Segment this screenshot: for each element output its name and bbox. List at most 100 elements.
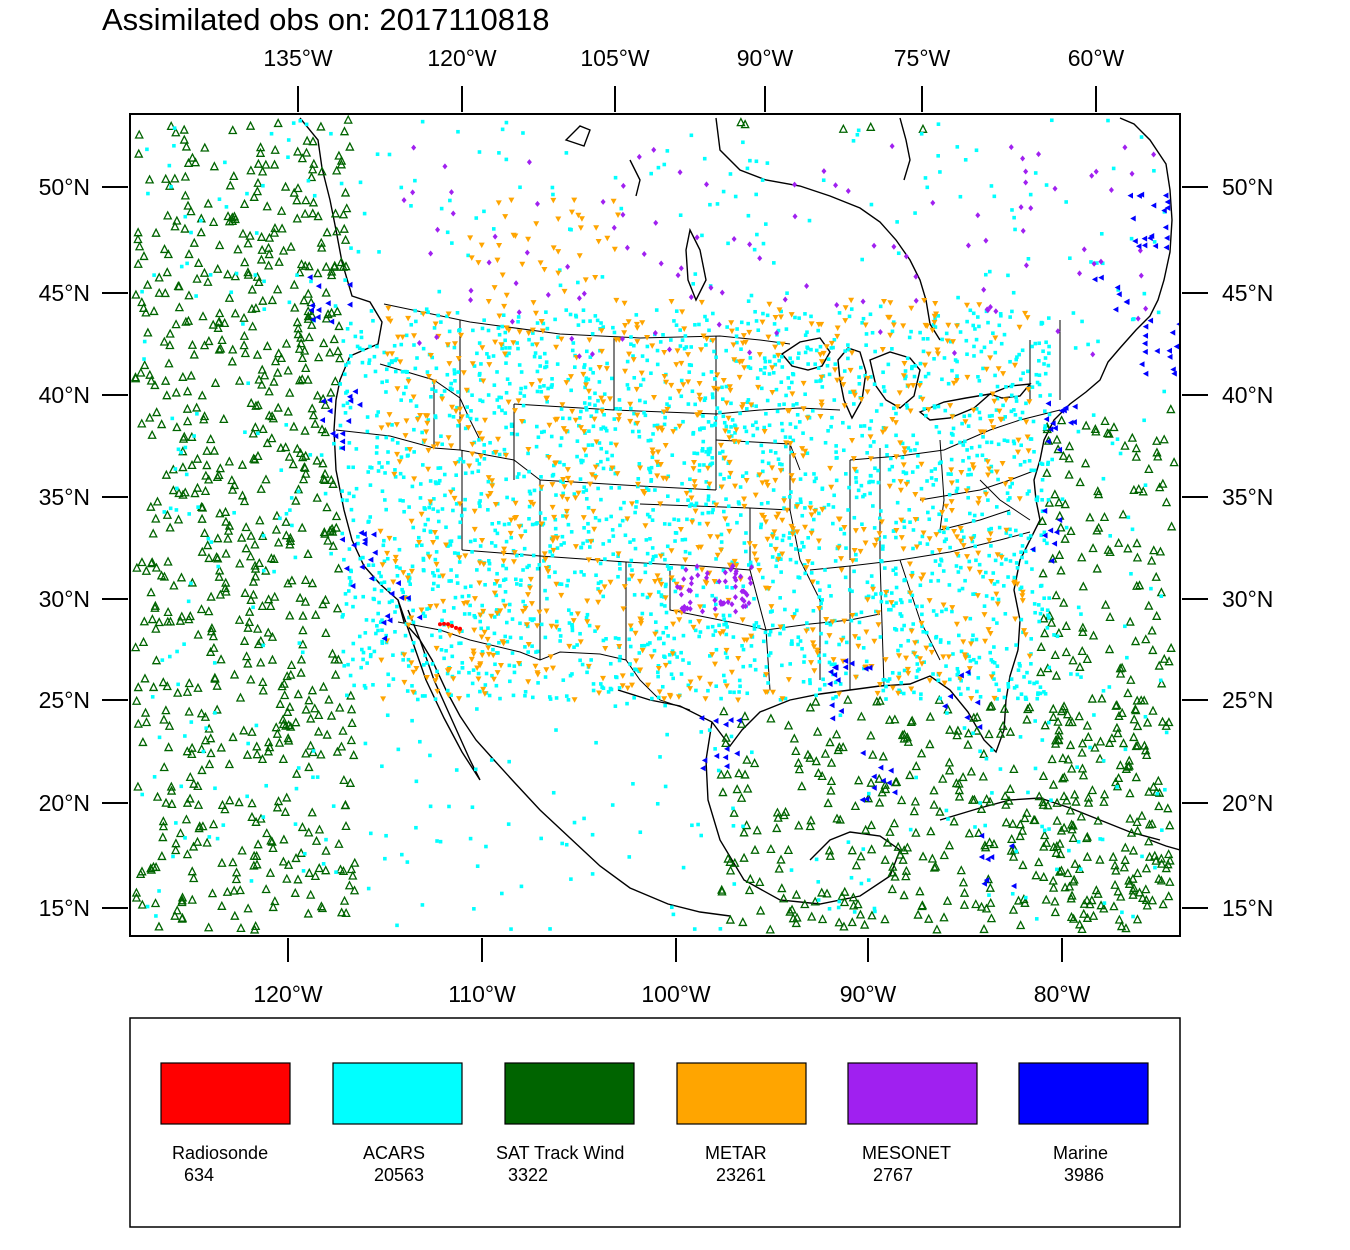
sat-track-wind-marker — [292, 443, 302, 453]
acars-marker — [504, 120, 509, 125]
metar-marker — [931, 319, 938, 326]
acars-marker — [765, 161, 770, 165]
mesonet-marker — [576, 353, 582, 360]
sat-track-wind-marker — [130, 372, 141, 382]
sat-track-wind-marker — [166, 781, 177, 791]
acars-marker — [371, 563, 376, 567]
sat-track-wind-marker — [893, 841, 903, 851]
acars-marker — [756, 562, 761, 567]
metar-marker — [408, 568, 415, 575]
acars-marker — [810, 409, 815, 413]
sat-track-wind-marker — [136, 367, 146, 377]
sat-track-wind-marker — [899, 729, 909, 739]
sat-track-wind-marker — [196, 708, 207, 718]
sat-track-wind-marker — [251, 303, 261, 313]
metar-marker — [713, 613, 720, 619]
sat-track-wind-marker — [235, 558, 245, 568]
metar-marker — [543, 667, 550, 673]
acars-marker — [769, 543, 773, 547]
metar-marker — [611, 246, 618, 253]
metar-marker — [532, 663, 539, 670]
acars-marker — [544, 360, 549, 364]
metar-marker — [592, 275, 599, 281]
acars-marker — [1025, 670, 1029, 675]
acars-marker — [629, 406, 633, 411]
metar-marker — [443, 542, 450, 549]
metar-marker — [394, 386, 401, 392]
metar-marker — [823, 617, 830, 623]
acars-marker — [788, 662, 793, 666]
sat-track-wind-marker — [336, 257, 346, 267]
acars-marker — [1018, 416, 1023, 421]
acars-marker — [1012, 455, 1017, 459]
acars-marker — [881, 385, 886, 389]
metar-marker — [583, 382, 590, 388]
mesonet-marker — [666, 346, 672, 353]
sat-track-wind-marker — [248, 428, 258, 438]
metar-marker — [852, 634, 859, 640]
metar-marker — [1002, 481, 1009, 488]
acars-marker — [385, 556, 390, 561]
acars-marker — [1029, 468, 1034, 473]
sat-track-wind-marker — [866, 730, 876, 740]
acars-marker — [492, 615, 497, 619]
mesonet-marker — [981, 286, 987, 293]
metar-marker — [537, 260, 544, 266]
sat-track-wind-marker — [279, 678, 289, 688]
acars-marker — [543, 635, 548, 640]
acars-marker — [728, 690, 732, 694]
sat-track-wind-marker — [903, 736, 914, 746]
acars-marker — [976, 375, 980, 379]
sat-track-wind-marker — [1058, 753, 1068, 763]
acars-marker — [494, 608, 499, 612]
acars-marker — [1018, 463, 1023, 467]
sat-track-wind-marker — [1050, 907, 1061, 917]
acars-marker — [702, 398, 707, 403]
acars-marker — [381, 543, 386, 548]
metar-marker — [431, 530, 438, 536]
acars-marker — [706, 498, 711, 502]
acars-marker — [542, 351, 547, 356]
sat-track-wind-marker — [785, 906, 795, 916]
acars-marker — [460, 629, 464, 633]
acars-marker — [382, 559, 387, 564]
sat-track-wind-marker — [1152, 435, 1162, 445]
metar-marker — [492, 502, 499, 508]
acars-marker — [554, 619, 559, 624]
acars-marker — [435, 839, 439, 843]
acars-marker — [564, 694, 569, 698]
acars-marker — [591, 682, 596, 686]
acars-marker — [938, 170, 942, 174]
sat-track-wind-marker — [295, 592, 305, 602]
acars-marker — [333, 304, 338, 308]
sat-track-wind-marker — [262, 438, 273, 448]
acars-marker — [511, 693, 516, 698]
metar-marker — [450, 676, 457, 682]
sat-track-wind-marker — [1056, 865, 1067, 875]
acars-marker — [854, 552, 858, 557]
sat-track-wind-marker — [204, 606, 214, 616]
metar-marker — [898, 535, 905, 541]
sat-track-wind-marker — [154, 921, 164, 931]
sat-track-wind-marker — [1054, 497, 1064, 507]
acars-marker — [780, 663, 784, 668]
sat-track-wind-marker — [234, 614, 245, 624]
acars-marker — [761, 241, 766, 246]
sat-track-wind-marker — [246, 530, 256, 540]
acars-marker — [801, 431, 805, 435]
acars-marker — [557, 627, 562, 632]
sat-track-wind-marker — [239, 198, 250, 208]
sat-track-wind-marker — [744, 885, 755, 895]
acars-marker — [616, 554, 620, 559]
metar-marker — [499, 272, 506, 278]
acars-marker — [885, 453, 889, 457]
sat-track-wind-marker — [1142, 749, 1152, 759]
metar-marker — [479, 436, 486, 443]
acars-marker — [1012, 215, 1016, 220]
acars-marker — [920, 612, 924, 617]
acars-marker — [286, 155, 290, 160]
sat-track-wind-marker — [140, 673, 150, 683]
acars-marker — [1037, 619, 1041, 624]
acars-marker — [451, 606, 456, 610]
sat-track-wind-marker — [1156, 678, 1167, 688]
